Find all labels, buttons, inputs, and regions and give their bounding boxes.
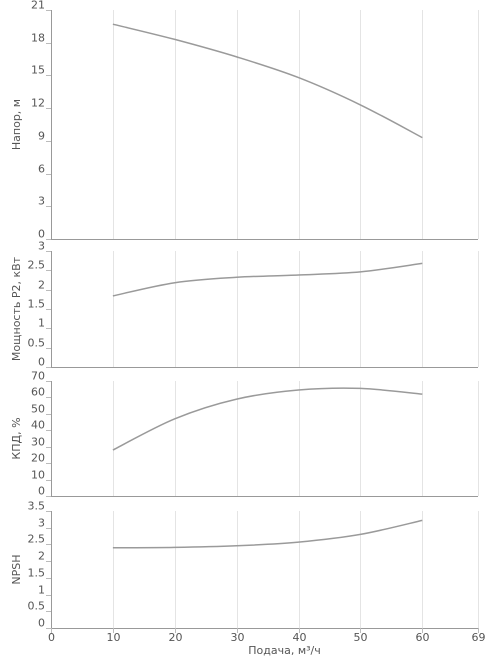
y-tick-label: 2.5 — [28, 533, 46, 546]
y-tick-label: 18 — [31, 32, 45, 45]
y-tick-label: 0 — [38, 228, 45, 241]
y-tick-label: 0 — [38, 617, 45, 630]
y-tick-label: 3.5 — [28, 500, 46, 513]
y-tick-label: 1.5 — [28, 567, 46, 580]
y-tick-label: 2 — [38, 279, 45, 292]
y-tick-label: 40 — [31, 419, 45, 432]
y-tick-label: 2 — [38, 550, 45, 563]
y-tick-label: 15 — [31, 64, 45, 77]
y-axis-label: NPSH — [10, 554, 23, 584]
panel-2: 0 0.5 1 1.5 2 2.5 3 Мощность P2, кВт — [10, 240, 479, 369]
x-tick-label: 40 — [293, 631, 307, 644]
y-tick-label: 10 — [31, 469, 45, 482]
y-tick-label: 0 — [38, 485, 45, 498]
panel-1: 0 3 6 9 12 15 18 21 Напор, м — [10, 0, 479, 241]
y-tick-label: 0.5 — [28, 600, 46, 613]
x-tick-label: 69 — [472, 631, 486, 644]
y-tick-label: 9 — [38, 130, 45, 143]
x-tick-label: 60 — [416, 631, 430, 644]
series-line-1 — [112, 23, 423, 139]
series-line-1 — [112, 387, 423, 451]
y-tick-label: 50 — [31, 403, 45, 416]
y-tick-label: 20 — [31, 452, 45, 465]
x-tick-label: 10 — [107, 631, 121, 644]
y-tick-label: 0 — [38, 356, 45, 369]
y-axis-label: Мощность P2, кВт — [10, 256, 23, 361]
series-line-1 — [112, 519, 423, 549]
y-tick-label: 12 — [31, 97, 45, 110]
y-tick-label: 21 — [31, 0, 45, 12]
x-tick-label: 20 — [169, 631, 183, 644]
y-axis-label: КПД, % — [10, 417, 23, 459]
y-tick-label: 1 — [38, 584, 45, 597]
y-tick-label: 2.5 — [28, 259, 46, 272]
x-tick-label: 0 — [48, 631, 55, 644]
y-tick-label: 0.5 — [28, 337, 46, 350]
y-tick-label: 60 — [31, 386, 45, 399]
y-tick-label: 30 — [31, 436, 45, 449]
y-tick-label: 3 — [38, 195, 45, 208]
y-tick-label: 1 — [38, 317, 45, 330]
y-tick-label: 1.5 — [28, 298, 46, 311]
y-tick-label: 6 — [38, 163, 45, 176]
y-tick-label: 70 — [31, 370, 45, 383]
y-tick-label: 3 — [38, 517, 45, 530]
x-tick-label: 50 — [354, 631, 368, 644]
x-tick-label: 30 — [231, 631, 245, 644]
y-axis-label: Напор, м — [10, 99, 23, 150]
y-tick-label: 3 — [38, 240, 45, 253]
series-line-1 — [112, 262, 423, 297]
panel-3: 0 10 20 30 40 50 60 70 КПД, % — [10, 370, 479, 498]
panel-4: 0 0.5 1 1.5 2 2.5 3 3.5 NPSH 0 10 20 30 40 50 60 69 Подач… — [10, 500, 486, 658]
x-axis-label: Подача, м³/ч — [248, 644, 321, 657]
